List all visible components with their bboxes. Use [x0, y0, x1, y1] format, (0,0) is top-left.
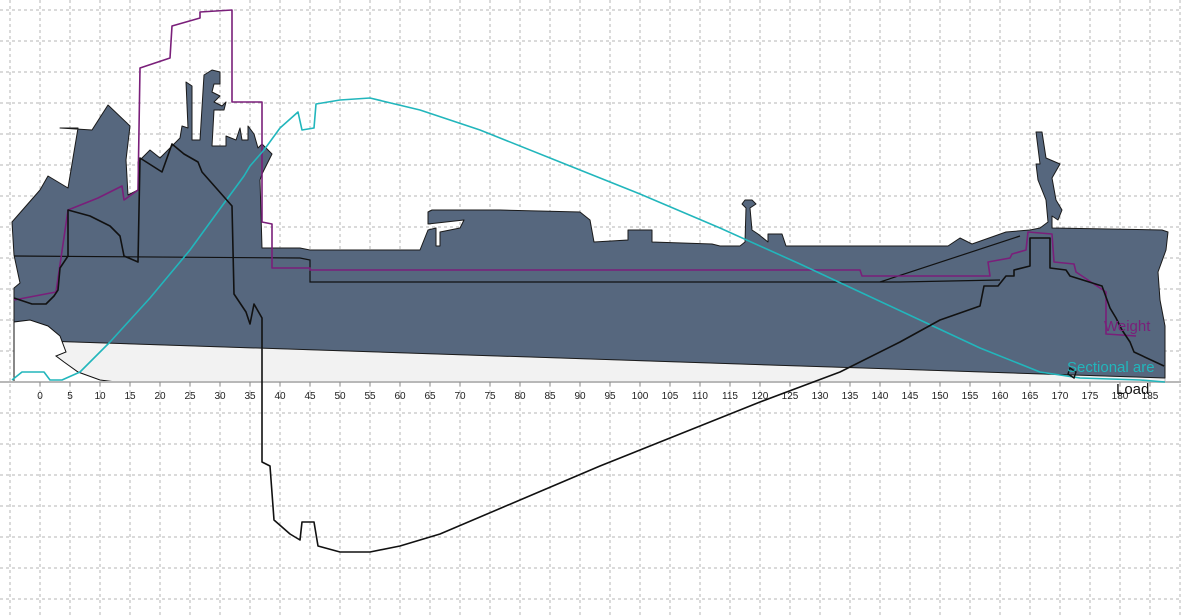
frame-tick-label: 70: [454, 391, 466, 402]
sectional-area-curve: [11, 97, 1166, 383]
frame-tick-label: 160: [992, 391, 1009, 402]
frame-tick-label: 110: [692, 391, 708, 402]
frame-tick-label: 10: [94, 391, 106, 402]
frame-tick-label: 175: [1082, 391, 1099, 402]
frame-tick-label: 45: [304, 391, 316, 402]
frame-tick-label: 185: [1142, 391, 1159, 402]
frame-tick-label: 180: [1112, 391, 1129, 402]
frame-tick-label: 105: [662, 391, 679, 402]
deck-line: [13, 255, 1001, 283]
frame-tick-label: 165: [1022, 391, 1039, 402]
frame-tick-label: 115: [722, 391, 738, 402]
frame-tick-label: 40: [274, 391, 286, 402]
frame-tick-label: 75: [484, 391, 496, 402]
frame-tick-label: 150: [932, 391, 949, 402]
frame-tick-label: 20: [154, 391, 166, 402]
load-curve: [13, 143, 1165, 553]
frame-tick-label: 155: [962, 391, 979, 402]
weight-curve: [13, 9, 1137, 337]
frame-tick-label: 55: [364, 391, 376, 402]
load-marker: [1067, 366, 1077, 380]
frame-tick-label: 120: [752, 391, 769, 402]
frame-tick-label: 30: [214, 391, 226, 402]
frame-tick-label: 90: [574, 391, 586, 402]
load-label: Load: [1116, 381, 1149, 398]
frame-tick-label: 25: [184, 391, 196, 402]
frame-tick-label: 65: [424, 391, 436, 402]
sectional-area-label: Sectional are: [1067, 359, 1155, 376]
frame-tick-label: 145: [902, 391, 919, 402]
frame-tick-label: 85: [544, 391, 556, 402]
frame-tick-label: 135: [842, 391, 859, 402]
frame-tick-label: 15: [124, 391, 136, 402]
frame-tick-label: 60: [394, 391, 406, 402]
frame-tick-label: 95: [604, 391, 616, 402]
frame-tick-label: 130: [812, 391, 829, 402]
frame-tick-label: 100: [632, 391, 649, 402]
frame-tick-label: 140: [872, 391, 889, 402]
frame-tick-label: 35: [244, 391, 256, 402]
weight-label: Weight: [1104, 318, 1151, 335]
frame-tick-label: 125: [782, 391, 799, 402]
frame-tick-label: 50: [334, 391, 346, 402]
frame-tick-label: 5: [67, 391, 73, 402]
stern-outline: [13, 319, 117, 383]
frame-tick-label: 80: [514, 391, 526, 402]
deck-line-fore: [879, 235, 1021, 283]
frame-tick-label: 170: [1052, 391, 1069, 402]
frame-ticks: 0 5 10 15 20 25 30 35 40 45 50 55 60 65 70 75 80 85 90 95 10…: [37, 382, 1159, 402]
frame-tick-label: 0: [37, 391, 43, 402]
